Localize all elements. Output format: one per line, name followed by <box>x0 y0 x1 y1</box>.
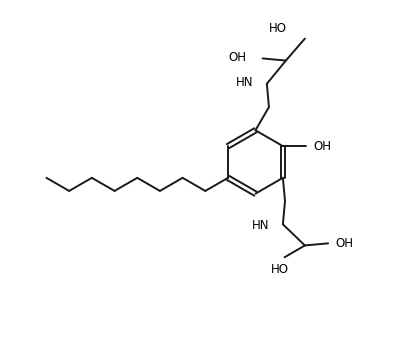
Text: HO: HO <box>271 262 290 275</box>
Text: OH: OH <box>335 237 353 250</box>
Text: HO: HO <box>269 21 287 34</box>
Text: HN: HN <box>236 76 253 89</box>
Text: OH: OH <box>229 51 247 64</box>
Text: HN: HN <box>252 219 269 232</box>
Text: OH: OH <box>313 140 331 153</box>
